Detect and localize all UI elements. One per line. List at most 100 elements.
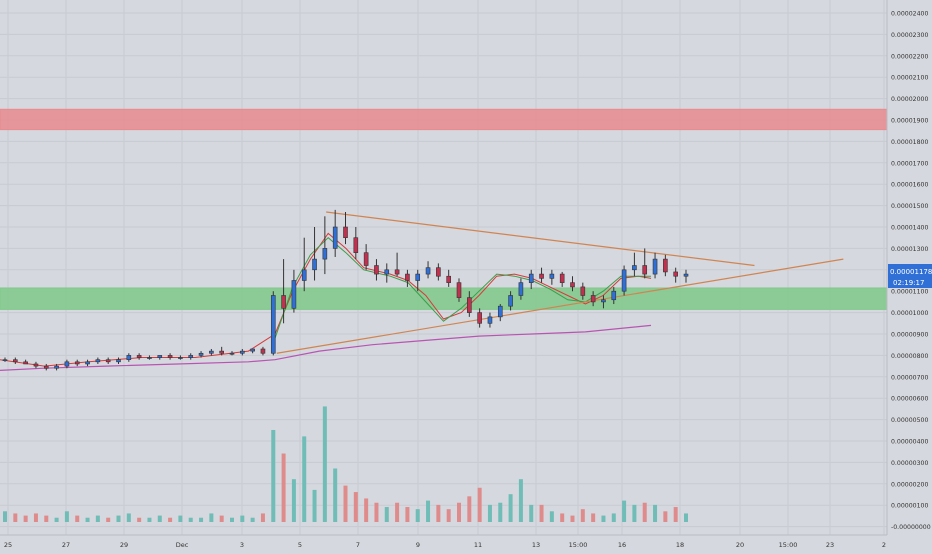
candle-body: [219, 350, 224, 354]
volume-bar: [126, 513, 131, 522]
candle-body: [611, 290, 617, 301]
volume-bar: [137, 517, 142, 522]
time-tick-label: 25: [4, 541, 12, 549]
time-axis: 25 27 29 Dec 3 5 7 9 11 13 15:00 16 18 20 15:00 23 2: [4, 541, 886, 549]
candle-body: [240, 350, 245, 354]
volume-bar: [178, 515, 183, 522]
price-tick-label: 0.00002000: [891, 96, 928, 103]
volume-bar: [188, 517, 193, 522]
candle-body: [559, 273, 565, 283]
volume-bar: [157, 515, 162, 522]
candle-body: [260, 348, 266, 354]
volume-bar: [343, 485, 348, 522]
volume-bar: [374, 502, 379, 522]
candle-body: [157, 355, 163, 358]
candle-body: [178, 357, 183, 359]
candle-body: [363, 252, 369, 266]
candle-body: [580, 286, 586, 296]
candle-body: [188, 355, 194, 358]
volume-bar: [44, 515, 49, 522]
candle-body: [322, 248, 328, 260]
candle-body: [43, 365, 49, 369]
candle-body: [632, 265, 637, 271]
candle-body: [54, 365, 59, 369]
volume-bar: [168, 517, 173, 522]
price-tick-label: 0.00000100: [891, 503, 928, 510]
volume-bar: [611, 513, 616, 522]
candle-body: [281, 295, 286, 309]
candle-body: [477, 312, 482, 324]
time-tick-label: 5: [298, 541, 302, 549]
price-tick-label: 0.00002400: [891, 11, 928, 18]
volume-bar: [415, 509, 420, 522]
candle-body: [2, 359, 8, 361]
volume-bar: [405, 507, 410, 522]
volume-bar: [312, 489, 317, 522]
candle-body: [425, 267, 431, 275]
volume-bar: [549, 511, 554, 522]
volume-bar: [95, 515, 100, 522]
volume-bar: [3, 511, 7, 522]
candle-body: [301, 269, 307, 281]
candle-body: [436, 267, 441, 277]
price-tick-label: 0.00000600: [891, 396, 928, 403]
price-tick-label: 0.00000800: [891, 353, 928, 360]
volume-bar: [353, 492, 358, 522]
candle-body: [147, 357, 152, 359]
price-tick-label: 0.00002200: [891, 53, 928, 60]
volume-bar: [457, 502, 461, 522]
candle-body: [85, 361, 90, 365]
candle-body: [467, 297, 472, 313]
time-tick-label: 15:00: [569, 541, 588, 549]
volume-bar: [333, 468, 338, 522]
candle-body: [652, 258, 658, 275]
trendline-upper: [326, 211, 755, 267]
last-price-box: [888, 264, 932, 288]
volume-bar: [260, 513, 265, 522]
candle-body: [33, 363, 39, 367]
price-tick-label: 0.00001900: [891, 118, 928, 125]
volume-bar: [684, 513, 688, 522]
volume-bar: [199, 517, 204, 522]
price-tick-label: 0.00001000: [891, 310, 928, 317]
price-tick-label: 0.00001600: [891, 182, 928, 189]
candle-body: [673, 271, 678, 277]
last-price-value: 0.00001178: [890, 268, 932, 276]
volume-bar: [622, 500, 627, 522]
volume-bar: [642, 502, 647, 522]
volume-bar: [591, 513, 596, 522]
support-zone: [0, 287, 888, 310]
volume-bar: [518, 479, 523, 522]
volume-bar: [663, 511, 668, 522]
volume-bar: [477, 487, 482, 522]
candle-body: [167, 355, 173, 358]
time-tick-label: Dec: [176, 541, 189, 549]
last-price-labels: 0.00001178 02:19:17: [888, 264, 932, 288]
time-tick-label: 29: [120, 541, 128, 549]
volume-bar: [106, 517, 111, 522]
candle-body: [64, 361, 70, 367]
candle-body: [23, 361, 28, 365]
resistance-zone: [0, 108, 888, 131]
price-tick-label: 0.00001500: [891, 203, 928, 210]
volume-bar: [147, 517, 152, 522]
volume-bar: [539, 504, 544, 522]
ma-long-line: [0, 324, 652, 371]
zones: [0, 108, 888, 310]
volume-bar: [116, 515, 121, 522]
volume-bar: [570, 515, 575, 522]
volume-bar: [85, 517, 90, 522]
candle-body: [374, 265, 379, 275]
price-tick-label: 0.00001100: [891, 289, 928, 296]
price-tick-label: 0.00001300: [891, 246, 928, 253]
candle-body: [74, 361, 80, 365]
candle-body: [136, 355, 142, 358]
time-tick-label: 15:00: [779, 541, 798, 549]
candle-body: [229, 352, 235, 355]
candle-body: [353, 237, 359, 253]
time-tick-label: 11: [474, 541, 482, 549]
volume-bars: [3, 406, 688, 522]
time-tick-label: 7: [356, 541, 360, 549]
candle-body: [570, 282, 575, 288]
